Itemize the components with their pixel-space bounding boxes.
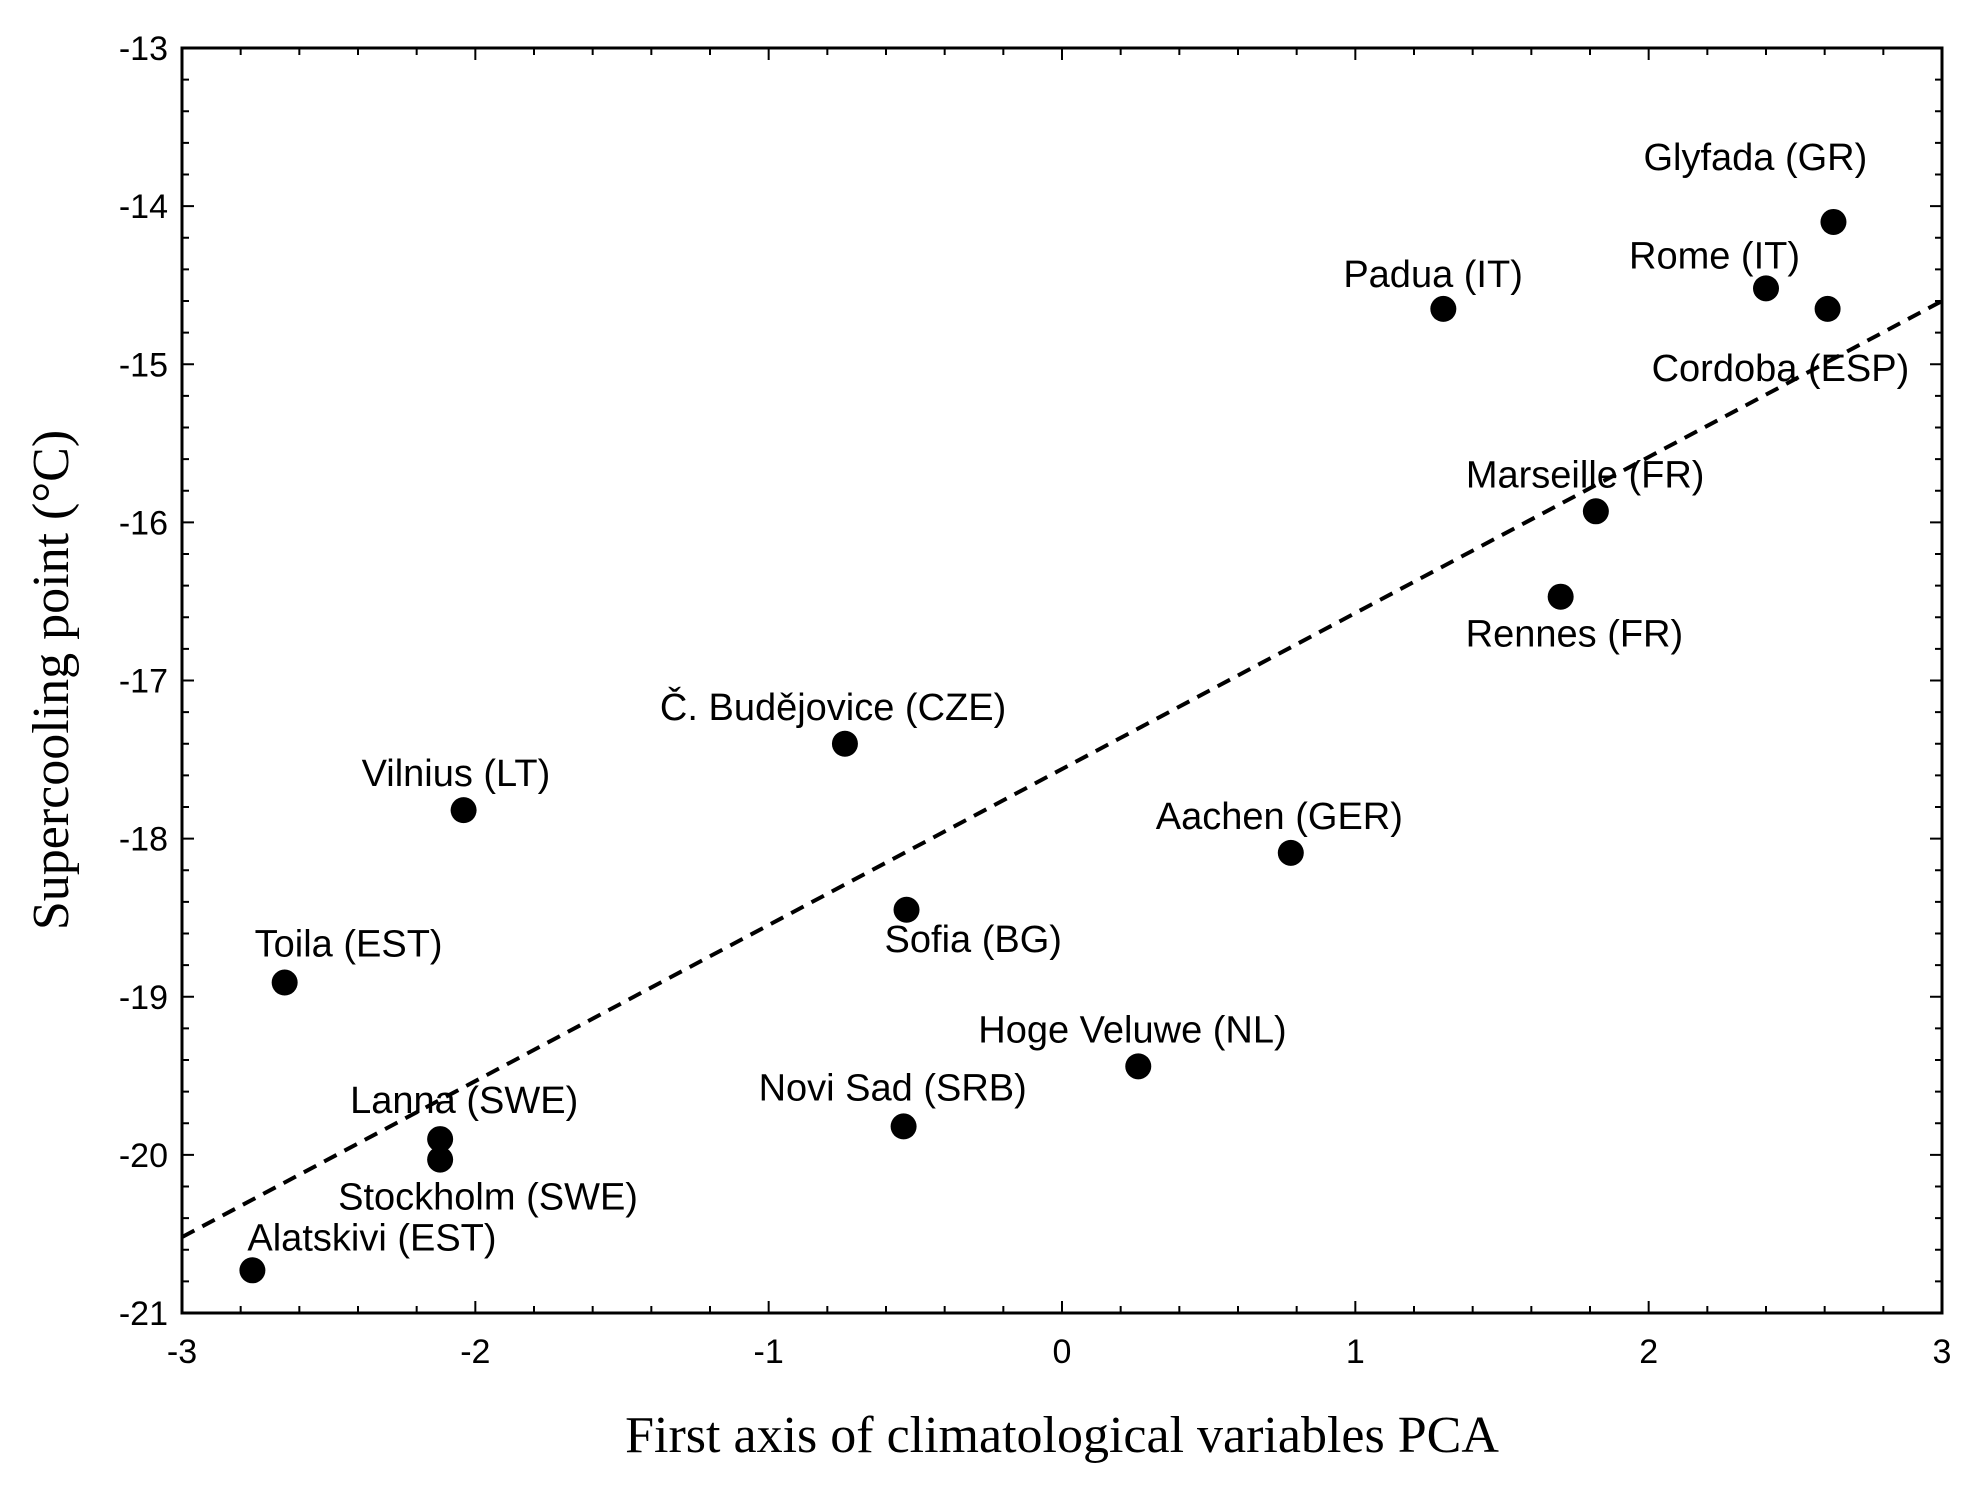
- data-point: [1582, 498, 1609, 525]
- point-label: Lanna (SWE): [350, 1080, 578, 1122]
- x-tick-label: 2: [1639, 1333, 1658, 1371]
- point-label: Cordoba (ESP): [1652, 348, 1910, 390]
- point-label: Alatskivi (EST): [247, 1217, 496, 1259]
- data-point: [1430, 295, 1457, 322]
- point-label: Č. Budějovice (CZE): [660, 685, 1006, 729]
- y-tick-label: -15: [119, 346, 168, 384]
- y-tick-label: -17: [119, 663, 168, 701]
- y-tick-label: -20: [119, 1137, 168, 1175]
- x-tick-label: 0: [1053, 1333, 1072, 1371]
- x-tick-label: 3: [1933, 1333, 1952, 1371]
- axis-ticks: [181, 47, 1943, 1314]
- point-label: Padua (IT): [1343, 254, 1523, 296]
- point-label: Toila (EST): [255, 924, 443, 966]
- data-points: [239, 208, 1847, 1284]
- y-tick-label: -19: [119, 979, 168, 1017]
- point-label: Hoge Veluwe (NL): [978, 1009, 1286, 1051]
- y-tick-label: -14: [119, 188, 168, 226]
- y-tick-labels: -13 -14 -15 -16 -17 -18 -19 -20 -21: [119, 30, 168, 1333]
- data-point: [239, 1257, 266, 1284]
- data-point: [427, 1126, 454, 1153]
- data-point: [271, 969, 298, 996]
- point-label: Vilnius (LT): [362, 753, 551, 795]
- y-tick-label: -21: [119, 1295, 168, 1333]
- point-label: Novi Sad (SRB): [759, 1067, 1027, 1109]
- data-point: [831, 730, 858, 757]
- point-label: Marseille (FR): [1466, 454, 1705, 496]
- point-label: Sofia (BG): [885, 919, 1062, 961]
- point-label: Rome (IT): [1629, 235, 1800, 277]
- y-tick-label: -16: [119, 504, 168, 542]
- point-label: Stockholm (SWE): [338, 1177, 638, 1219]
- point-label: Glyfada (GR): [1643, 137, 1867, 179]
- data-point: [450, 797, 477, 824]
- x-tick-label: 1: [1346, 1333, 1365, 1371]
- data-point: [890, 1113, 917, 1140]
- data-point: [1820, 208, 1847, 235]
- data-point: [1753, 275, 1779, 302]
- point-label: Aachen (GER): [1156, 796, 1403, 838]
- data-point: [427, 1146, 454, 1173]
- x-tick-label: -2: [460, 1333, 490, 1371]
- data-point: [1814, 295, 1841, 322]
- x-tick-labels: -3 -2 -1 0 1 2 3: [167, 1333, 1952, 1371]
- data-point: [1125, 1053, 1152, 1080]
- x-tick-label: -3: [167, 1333, 197, 1371]
- y-tick-label: -18: [119, 821, 168, 859]
- point-label: Rennes (FR): [1466, 614, 1684, 656]
- data-point: [893, 896, 920, 923]
- y-axis-title: Supercooling point (°C): [23, 430, 80, 930]
- data-point: [1277, 839, 1304, 866]
- point-labels: Glyfada (GR) Rome (IT) Cordoba (ESP) Padua …: [247, 137, 1909, 1259]
- data-point: [1547, 583, 1574, 610]
- y-tick-label: -13: [119, 30, 168, 68]
- x-axis-title: First axis of climatological variables P…: [625, 1407, 1499, 1464]
- x-tick-label: -1: [754, 1333, 784, 1371]
- trendline: [181, 299, 1943, 1239]
